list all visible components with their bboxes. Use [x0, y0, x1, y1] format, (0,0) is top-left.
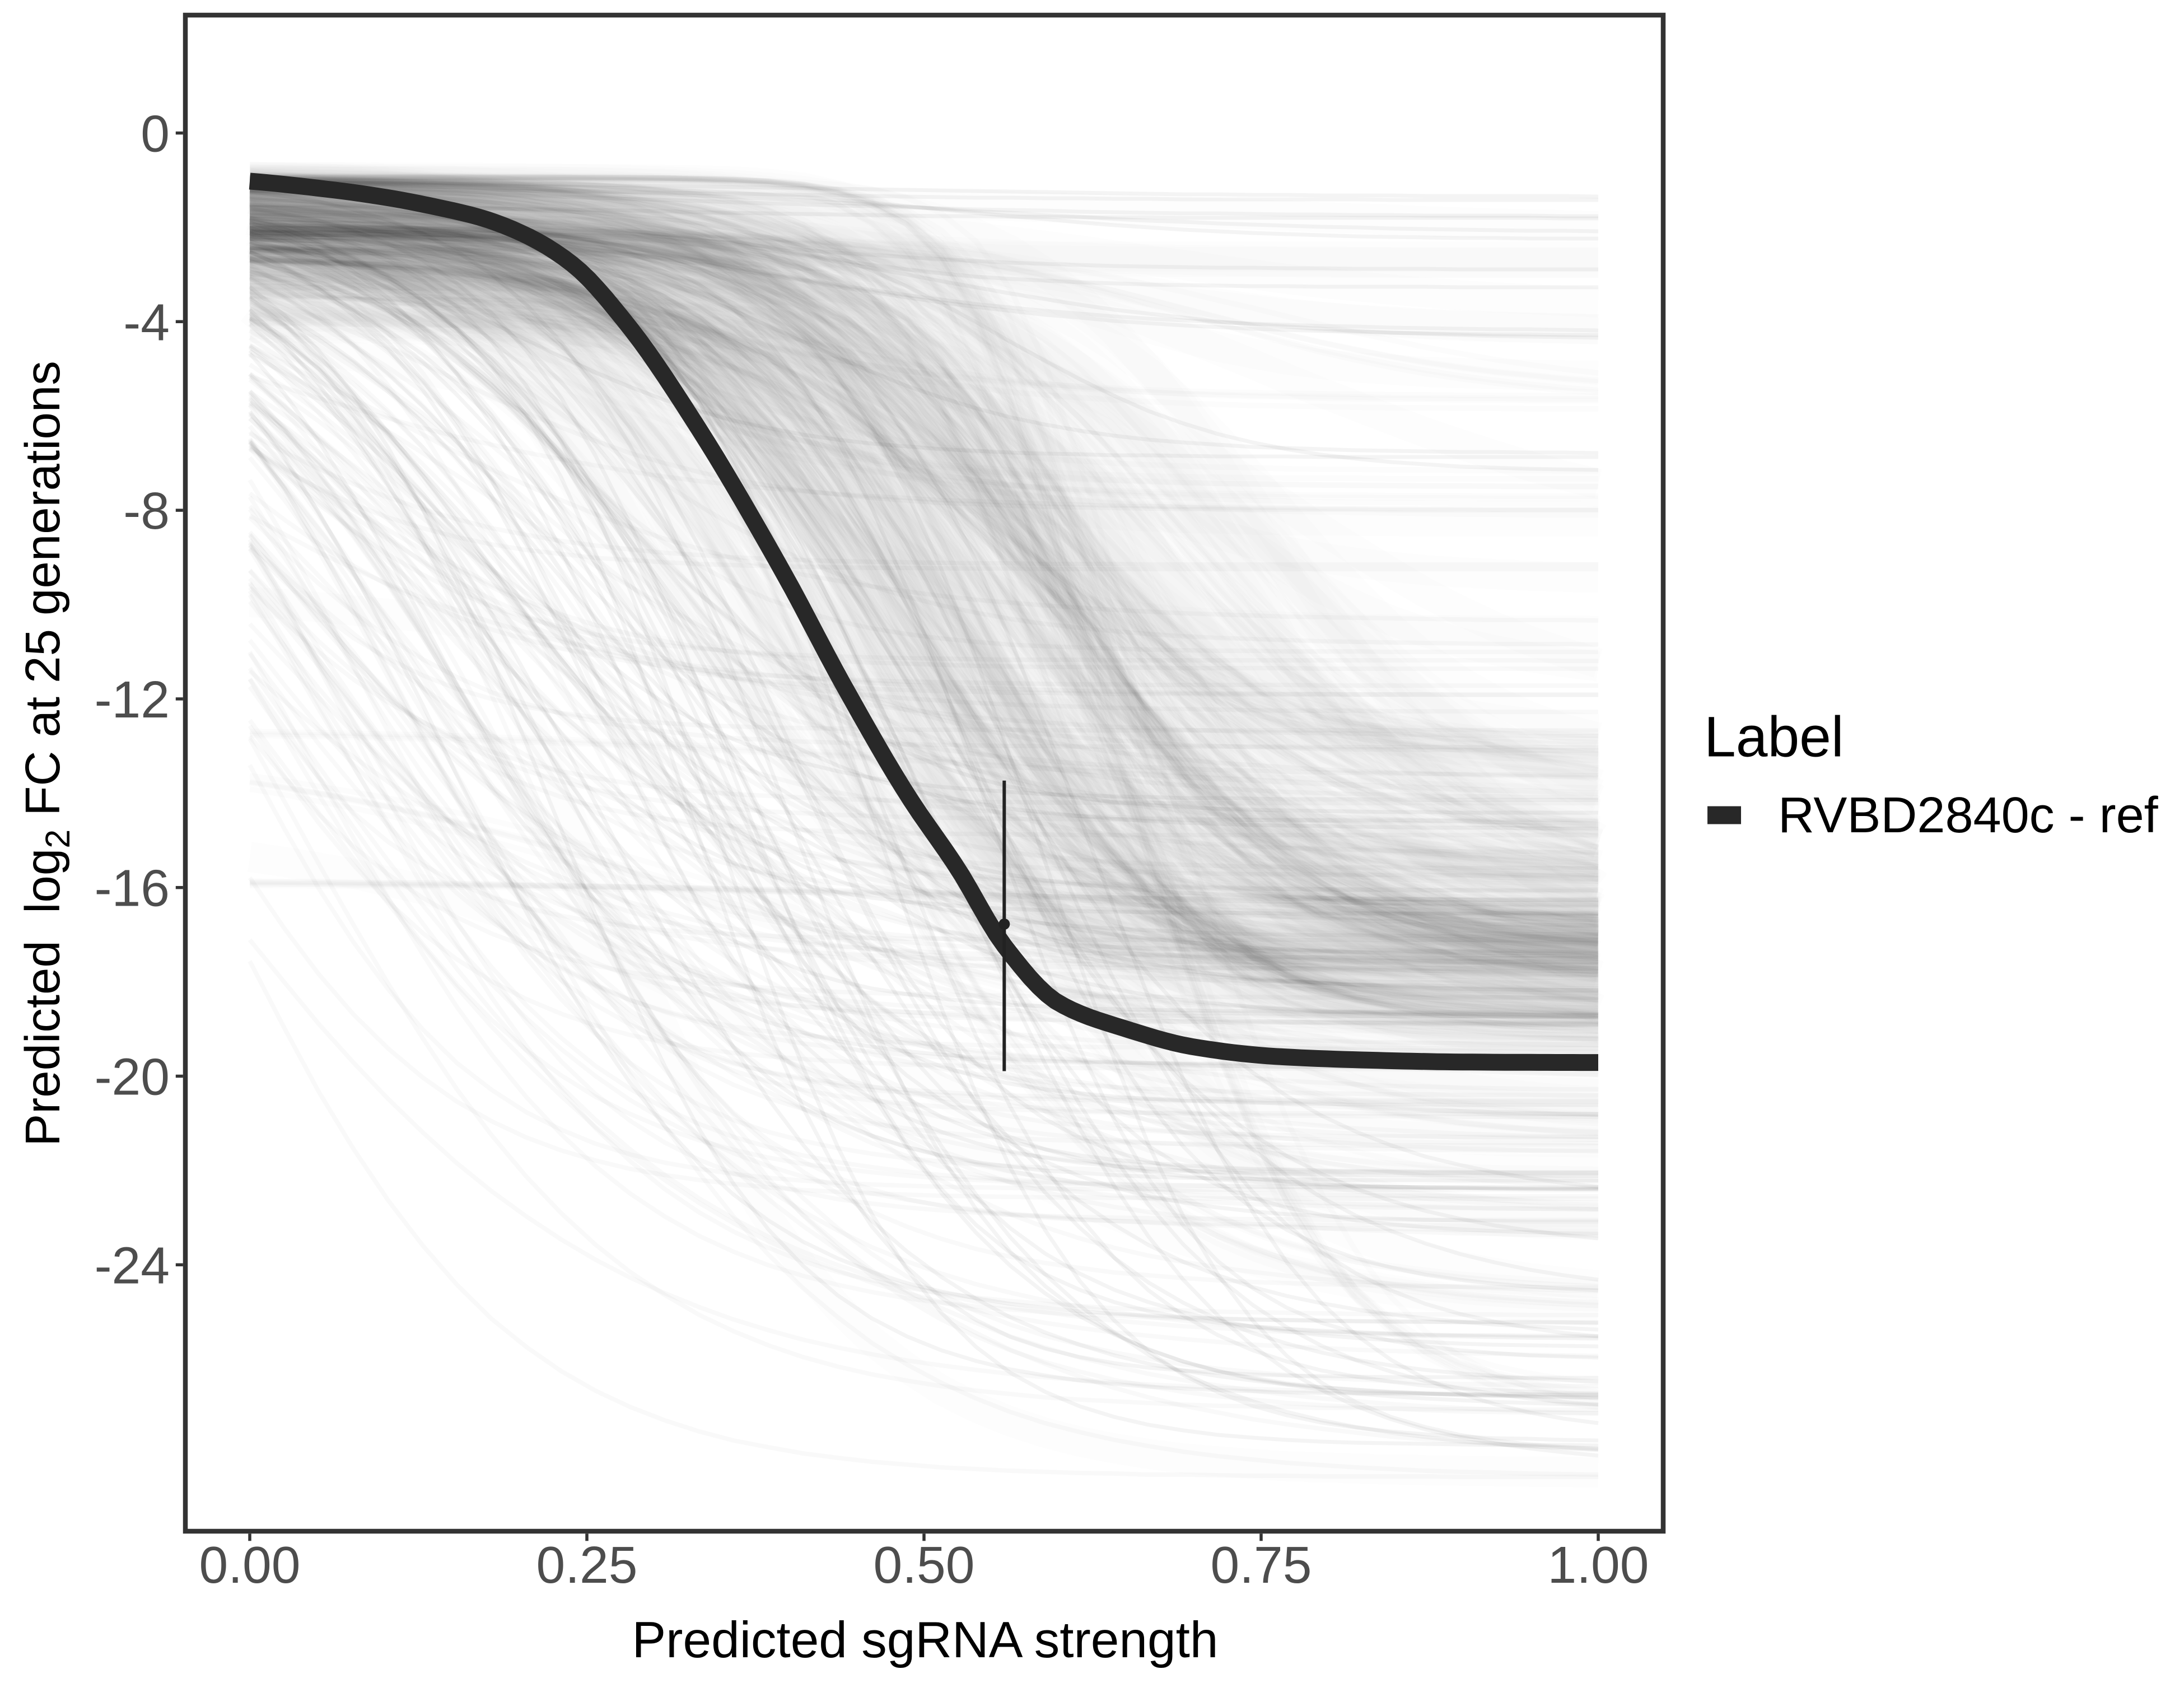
svg-text:0.25: 0.25 [536, 1536, 637, 1594]
svg-text:Predicted sgRNA strength: Predicted sgRNA strength [632, 1612, 1218, 1668]
svg-text:Label: Label [1704, 705, 1844, 768]
svg-text:0: 0 [141, 105, 170, 163]
svg-text:0.75: 0.75 [1210, 1536, 1312, 1594]
svg-text:-20: -20 [95, 1048, 170, 1106]
svg-text:-24: -24 [95, 1236, 170, 1294]
svg-text:0.00: 0.00 [199, 1536, 300, 1594]
svg-text:-16: -16 [95, 859, 170, 917]
svg-text:-4: -4 [123, 293, 170, 351]
svg-text:0.50: 0.50 [873, 1536, 974, 1594]
svg-text:-12: -12 [95, 670, 170, 729]
svg-text:Predicted log2 FC at 25 gener: Predicted log2 FC at 25 generations [16, 361, 77, 1146]
svg-text:-8: -8 [123, 482, 170, 540]
svg-text:RVBD2840c - ref: RVBD2840c - ref [1778, 787, 2159, 843]
svg-text:1.00: 1.00 [1547, 1536, 1649, 1594]
